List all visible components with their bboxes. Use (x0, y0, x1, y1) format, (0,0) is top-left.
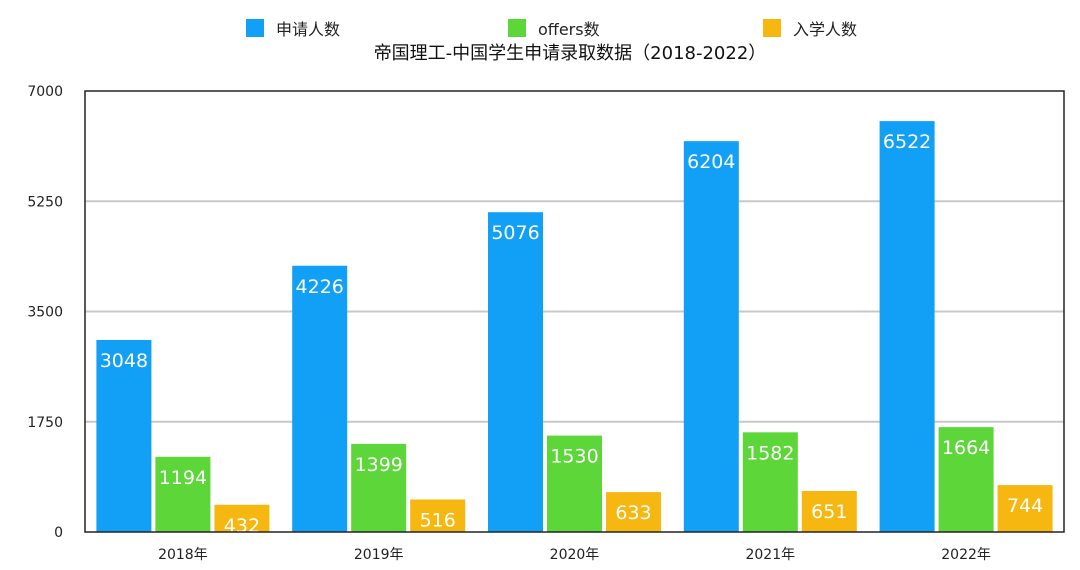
legend: 申请人数 offers数 入学人数 (246, 19, 857, 39)
legend-label: offers数 (538, 20, 600, 39)
legend-swatch (763, 19, 781, 37)
legend-label: 申请人数 (276, 20, 340, 39)
bar (96, 339, 152, 532)
legend-label: 入学人数 (793, 20, 857, 39)
legend-swatch (246, 19, 264, 37)
bar-value-label: 1582 (746, 442, 794, 464)
bar-value-label: 6522 (883, 131, 931, 153)
x-tick-label: 2022年 (941, 547, 991, 563)
x-tick-label: 2021年 (745, 547, 795, 563)
x-axis: 2018年 2019年 2020年 2021年 2022年 (158, 547, 991, 563)
bar (801, 490, 857, 532)
x-tick-label: 2019年 (354, 547, 404, 563)
bar-value-label: 3048 (100, 350, 148, 372)
bar (938, 427, 994, 532)
bar (292, 265, 348, 532)
y-tick-label: 5250 (27, 194, 63, 210)
bar (547, 435, 602, 532)
bar-value-label: 4226 (296, 276, 344, 298)
legend-swatch (508, 19, 526, 37)
bar-value-label: 1664 (942, 437, 990, 459)
y-tick-label: 3500 (27, 305, 63, 321)
bar (155, 456, 211, 532)
y-tick-label: 7000 (27, 84, 63, 100)
bar (997, 485, 1053, 532)
bar (606, 492, 661, 532)
bar (879, 121, 935, 532)
y-axis: 0 1750 3500 5250 7000 (27, 84, 63, 541)
bar (742, 432, 798, 532)
bar-value-label: 651 (811, 501, 847, 523)
bar-value-label: 1399 (355, 454, 403, 476)
bar (683, 141, 739, 532)
bar (351, 443, 407, 532)
y-tick-label: 0 (54, 525, 63, 541)
bar-value-label: 432 (224, 515, 260, 537)
x-tick-label: 2018年 (158, 547, 208, 563)
bar-value-label: 6204 (687, 151, 735, 173)
bar (214, 504, 270, 532)
bar-value-label: 744 (1007, 495, 1043, 517)
bar (410, 499, 466, 532)
plot-frame (84, 90, 1065, 533)
bar-value-label: 5076 (491, 222, 539, 244)
x-tick-label: 2020年 (550, 547, 600, 563)
y-tick-label: 1750 (27, 415, 63, 431)
bar (488, 212, 543, 532)
chart-title: 帝国理工-中国学生申请录取数据（2018-2022） (374, 43, 767, 64)
bar-value-label: 1530 (550, 446, 598, 468)
bar-value-label: 633 (615, 502, 651, 524)
bars (96, 121, 1053, 532)
bar-value-label: 516 (420, 509, 456, 531)
bar-value-label: 1194 (159, 467, 207, 489)
